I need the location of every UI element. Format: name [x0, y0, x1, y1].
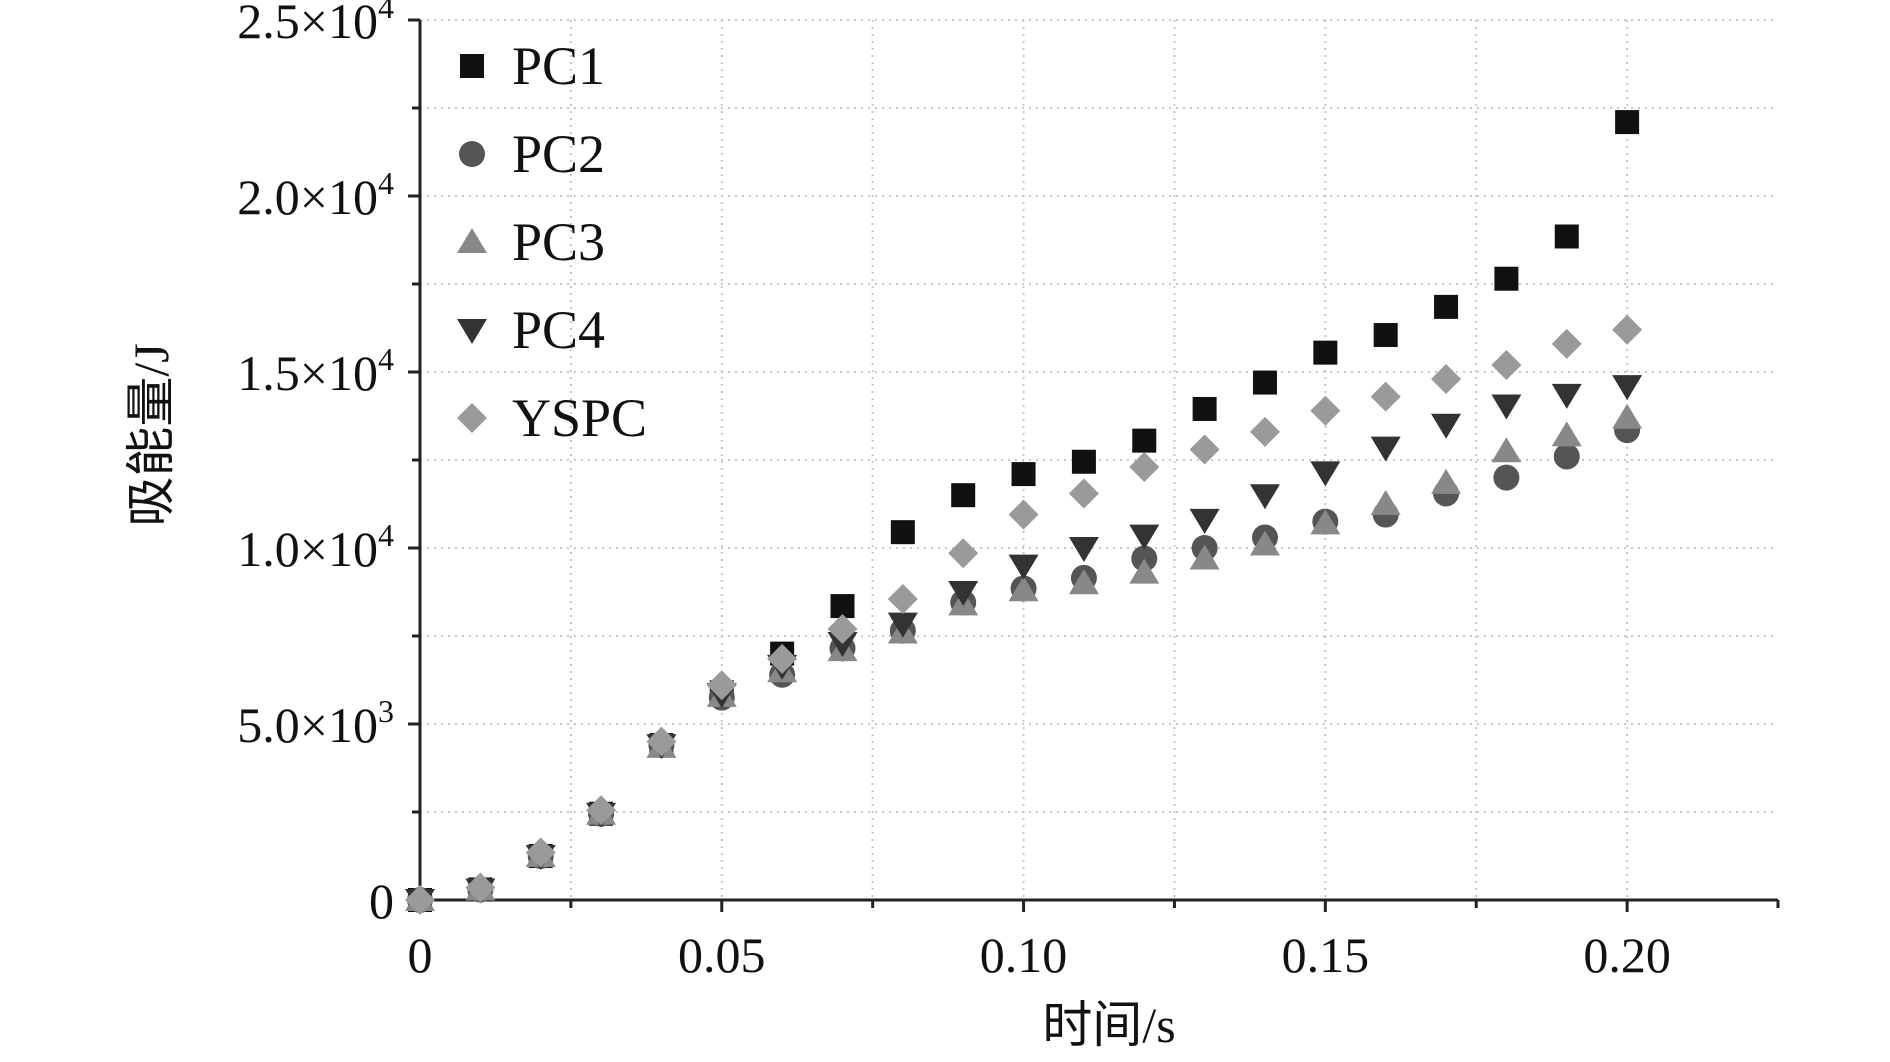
data-point-pc3: [1310, 509, 1341, 535]
legend-label-pc1: PC1: [512, 36, 605, 96]
data-point-yspc: [405, 885, 435, 915]
data-point-pc1: [1313, 340, 1338, 365]
x-axis-title: 时间/s: [1042, 997, 1175, 1053]
data-point-pc1: [1011, 462, 1036, 487]
data-point-yspc: [1189, 434, 1220, 465]
legend-label-pc2: PC2: [512, 124, 605, 184]
data-points: [405, 110, 1643, 915]
data-point-pc3: [1249, 530, 1280, 556]
data-point-yspc: [887, 584, 918, 615]
y-tick-label: 0: [369, 873, 394, 929]
legend-label-pc4: PC4: [512, 300, 605, 360]
x-tick-label: 0.10: [980, 927, 1068, 983]
data-point-pc1: [1554, 224, 1579, 249]
data-point-pc4: [1491, 394, 1522, 420]
legend: PC1 PC2 PC3 PC4 YSPC: [457, 36, 647, 448]
data-point-pc1: [951, 483, 976, 508]
data-point-pc3: [1129, 558, 1160, 584]
data-point-pc4: [827, 632, 858, 658]
data-point-yspc: [1491, 349, 1522, 380]
data-point-pc4: [948, 581, 979, 606]
data-point-pc2: [1553, 443, 1580, 470]
data-point-yspc: [827, 613, 858, 644]
data-point-yspc: [948, 538, 979, 569]
data-point-yspc: [1551, 328, 1582, 359]
data-point-pc1: [1071, 449, 1096, 474]
legend-label-pc3: PC3: [512, 212, 605, 272]
data-point-yspc: [525, 837, 556, 868]
data-point-pc1: [1615, 110, 1640, 135]
data-point-pc4: [1612, 375, 1643, 401]
data-point-pc4: [1129, 524, 1160, 550]
data-point-yspc: [1068, 478, 1099, 509]
legend-marker-pc4: [457, 319, 487, 344]
legend-marker-pc2: [459, 141, 485, 167]
series-yspc: [405, 314, 1643, 915]
y-tick-label: 1.0×104: [237, 517, 394, 577]
data-point-pc3: [1431, 468, 1462, 494]
data-point-pc3: [1068, 569, 1099, 595]
data-point-yspc: [586, 795, 617, 826]
data-point-pc3: [1491, 437, 1522, 463]
data-point-pc1: [1373, 323, 1398, 348]
data-point-pc4: [1068, 537, 1099, 562]
data-point-pc1: [890, 520, 915, 545]
data-point-pc3: [1008, 576, 1039, 602]
data-point-pc2: [1131, 545, 1158, 572]
y-tick-label: 2.5×104: [237, 0, 394, 49]
x-tick-label: 0.20: [1583, 927, 1671, 983]
data-point-yspc: [646, 726, 677, 757]
data-point-yspc: [767, 643, 798, 674]
x-tick-label: 0.15: [1282, 927, 1370, 983]
data-point-pc4: [1008, 554, 1039, 580]
data-point-pc1: [1434, 294, 1459, 319]
legend-marker-yspc: [457, 403, 487, 433]
data-point-pc4: [1370, 436, 1401, 462]
data-point-yspc: [465, 872, 496, 903]
y-tick-label: 1.5×104: [237, 341, 394, 401]
data-point-pc1: [1192, 396, 1217, 421]
data-point-yspc: [1008, 499, 1039, 530]
grid: [420, 19, 1778, 900]
data-point-pc1: [1132, 428, 1157, 453]
data-point-pc1: [1494, 266, 1519, 291]
data-point-pc3: [1189, 544, 1220, 570]
legend-marker-pc3: [457, 228, 487, 253]
data-point-pc3: [1612, 403, 1643, 429]
data-point-pc4: [887, 612, 918, 638]
axes: 0 0.05 0.10 0.15 0.20 0 5.0×103 1.0×104 1.5×104 2…: [123, 0, 1780, 1053]
y-axis-title: 吸能量/J: [123, 343, 179, 526]
data-point-pc3: [1551, 421, 1582, 447]
data-point-pc4: [1310, 461, 1341, 487]
data-point-pc4: [1189, 508, 1220, 534]
data-point-yspc: [1249, 416, 1280, 447]
data-point-pc4: [1431, 413, 1462, 439]
x-tick-label: 0.05: [678, 927, 766, 983]
data-point-pc2: [1493, 464, 1520, 491]
data-point-yspc: [706, 670, 737, 701]
data-point-pc3: [1370, 490, 1401, 515]
data-point-yspc: [1370, 381, 1401, 412]
y-tick-label: 2.0×104: [237, 165, 394, 225]
legend-label-yspc: YSPC: [512, 388, 647, 448]
x-tick-label: 0: [408, 927, 433, 983]
y-tick-label: 5.0×103: [237, 693, 394, 753]
data-point-yspc: [1612, 314, 1643, 345]
data-point-pc4: [1551, 383, 1582, 409]
data-point-yspc: [1310, 395, 1341, 426]
data-point-pc4: [1249, 484, 1280, 510]
data-point-yspc: [1431, 364, 1462, 395]
data-point-pc1: [1252, 370, 1277, 395]
data-point-yspc: [1129, 452, 1160, 483]
legend-marker-pc1: [460, 54, 484, 78]
